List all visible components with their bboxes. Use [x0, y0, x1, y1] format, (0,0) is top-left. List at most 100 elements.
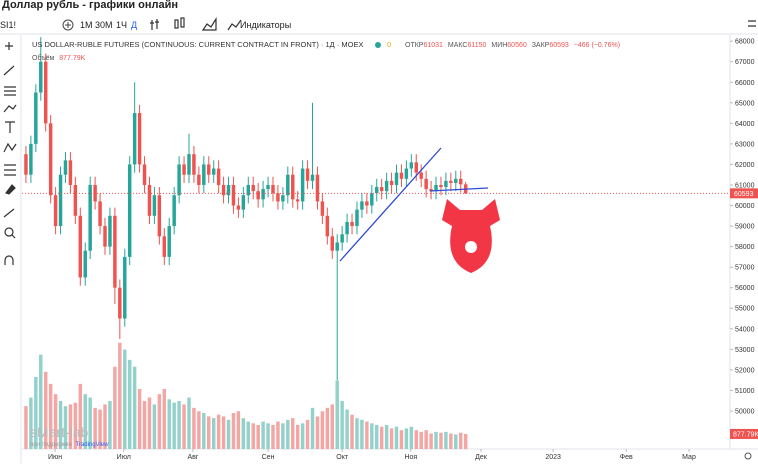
candle-body — [345, 221, 349, 235]
y-tick-label: 57000 — [735, 265, 755, 272]
status-count: 0 — [387, 40, 391, 49]
y-tick-label: 54000 — [735, 326, 755, 333]
volume-bar — [211, 418, 216, 449]
candle-body — [325, 215, 330, 237]
y-tick-label: 60000 — [735, 203, 755, 210]
volume-bar — [58, 401, 63, 449]
interval-active[interactable]: Д — [131, 20, 137, 30]
candle-body — [83, 250, 87, 278]
volume-bar — [68, 404, 73, 449]
volume-bar — [39, 354, 43, 449]
watermark: sMart-lab — [30, 424, 89, 440]
rocket-icon[interactable] — [442, 199, 500, 273]
candle-body — [29, 143, 33, 175]
candle-body — [459, 178, 463, 185]
volume-bar — [216, 414, 221, 449]
volume-bar — [83, 394, 87, 449]
x-tick-label: Дек — [475, 454, 488, 461]
candle-body — [261, 189, 265, 200]
candle-body — [444, 180, 448, 188]
volume-bar — [370, 423, 374, 449]
page-title: Доллар рубль - графики онлайн — [2, 0, 178, 11]
credit-link[interactable]: TradingView — [75, 442, 109, 448]
volume-bar — [241, 418, 246, 449]
volume-bar — [379, 426, 384, 449]
candle-body — [276, 193, 280, 202]
volume-bar — [202, 413, 206, 449]
candle-body — [291, 174, 295, 200]
interval[interactable]: 1Ч — [116, 20, 127, 30]
ohlc-value: 61031 — [423, 42, 443, 49]
candle-body — [167, 226, 171, 257]
x-tick-label: Фев — [620, 454, 633, 461]
candle-body — [202, 164, 206, 185]
candle-body — [429, 189, 433, 192]
volume-bar — [276, 421, 280, 449]
indicators-icon — [227, 19, 242, 31]
volume-bar — [162, 389, 167, 449]
volume-bar — [251, 423, 255, 449]
volume-bar — [197, 411, 201, 449]
volume-bar — [152, 404, 157, 449]
volume-bar — [34, 377, 38, 449]
candle-body — [271, 184, 275, 194]
candle-body — [58, 174, 63, 227]
drawing-tools[interactable] — [3, 42, 17, 265]
volume-bar — [384, 425, 389, 449]
candle-body — [68, 160, 73, 185]
volume-bar — [113, 366, 117, 449]
ohlc-value: 60593 — [549, 42, 569, 49]
volume-bar — [231, 413, 236, 449]
volume-bar — [98, 409, 102, 449]
volume-bar — [123, 349, 127, 449]
chart-type-buttons[interactable] — [150, 16, 217, 31]
candle-body — [216, 168, 221, 185]
y-tick-label: 66000 — [735, 80, 755, 87]
candle-body — [98, 201, 102, 227]
volume-bar — [236, 411, 241, 449]
candle-body — [414, 162, 418, 173]
volume-bar — [182, 404, 186, 449]
volume-bar — [78, 383, 83, 449]
y-tick-label: 51000 — [735, 388, 755, 395]
candle-body — [370, 193, 374, 206]
ohlc-value: 61150 — [467, 42, 486, 49]
volume-bar — [63, 406, 68, 449]
trend-line[interactable] — [339, 147, 442, 262]
candle-body — [73, 184, 78, 216]
symbol[interactable]: SI1! — [0, 20, 16, 30]
volume-bar — [291, 418, 295, 449]
ohlc-label: МАКС — [448, 42, 468, 49]
candle-body — [389, 180, 394, 185]
settings-button[interactable] — [744, 452, 752, 460]
volume-bar — [261, 421, 265, 449]
trend-line[interactable] — [429, 187, 489, 192]
candle-body — [197, 174, 201, 185]
candle-body — [43, 61, 48, 124]
candle-body — [137, 113, 142, 165]
candle-body — [335, 242, 339, 251]
volume-bar — [88, 397, 92, 449]
candle-body — [103, 226, 107, 247]
candle-body — [34, 92, 38, 144]
interval[interactable]: 1М — [80, 20, 93, 30]
volume-bar — [360, 419, 364, 449]
candle-body — [127, 164, 132, 257]
candle-body — [360, 201, 364, 210]
menu-icon[interactable] — [748, 20, 756, 27]
y-tick-label: 55000 — [735, 306, 755, 313]
candle-body — [147, 184, 152, 216]
volume-bar — [320, 411, 325, 449]
candle-body — [256, 191, 260, 200]
compare-button[interactable] — [62, 19, 74, 31]
indicators-button[interactable]: Индикаторы — [240, 20, 291, 30]
last-volume-box — [730, 428, 758, 439]
volume-bar — [340, 401, 344, 449]
volume-bar — [295, 425, 300, 449]
candle-body — [93, 184, 97, 202]
interval[interactable]: 30М — [95, 20, 113, 30]
x-tick-label: Авг — [187, 454, 198, 461]
candle-body — [379, 187, 384, 192]
volume-bar — [286, 419, 290, 449]
